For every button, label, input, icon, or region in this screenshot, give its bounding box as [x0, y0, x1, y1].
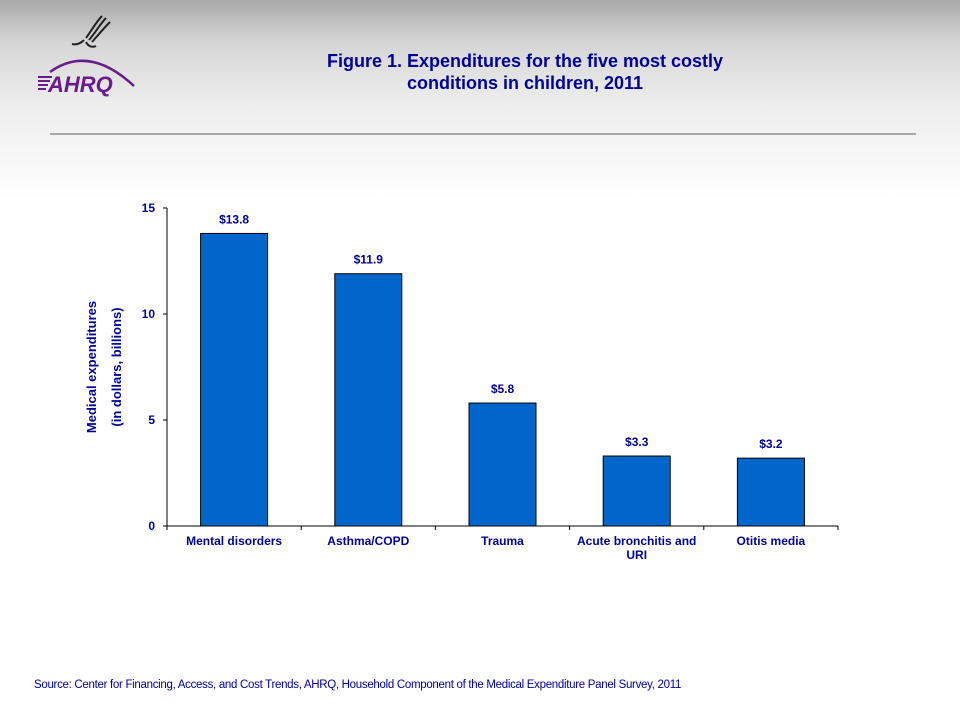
bar-0 [200, 232, 269, 527]
title-line-2: conditions in children, 2011 [406, 73, 644, 93]
ahrq-wordmark-icon: AHRQ [38, 59, 135, 97]
data-label-4: $3.2 [759, 437, 783, 451]
bar-1 [334, 273, 403, 527]
x-tick-label-4: Otitis media [737, 534, 806, 548]
data-label-0: $13.8 [219, 212, 249, 226]
y-tick-label: 5 [148, 413, 155, 427]
y-axis-title-line-2: (in dollars, billions) [109, 307, 124, 426]
y-axis-title: Medical expenditures (in dollars, billio… [84, 301, 124, 433]
x-tick-label-0: Mental disorders [186, 534, 282, 548]
y-axis-title-line-1: Medical expenditures [84, 301, 99, 433]
data-label-1: $11.9 [354, 253, 384, 267]
y-tick-label: 10 [142, 307, 156, 321]
svg-text:AHRQ: AHRQ [47, 72, 113, 97]
bar-4 [736, 457, 805, 527]
x-tick-label-1: Asthma/COPD [327, 534, 409, 548]
y-tick-label: 0 [148, 519, 155, 533]
title-line-1: Figure 1. Expenditures for the five most… [326, 51, 724, 71]
hhs-eagle-icon [71, 15, 111, 48]
bar-2 [468, 402, 537, 527]
header-divider [50, 133, 916, 135]
chart-title: Figure 1. Expenditures for the five most… [250, 50, 800, 94]
ahrq-logo: AHRQ [34, 8, 144, 98]
x-tick-label-2: Trauma [481, 534, 524, 548]
data-label-3: $3.3 [625, 435, 649, 449]
bar-3 [602, 455, 671, 527]
x-tick-label-3: URI [626, 548, 647, 562]
y-tick-label: 15 [142, 201, 156, 215]
x-tick-label-3: Acute bronchitis and [577, 534, 696, 548]
source-note: Source: Center for Financing, Access, an… [34, 679, 682, 691]
data-label-2: $5.8 [491, 382, 515, 396]
